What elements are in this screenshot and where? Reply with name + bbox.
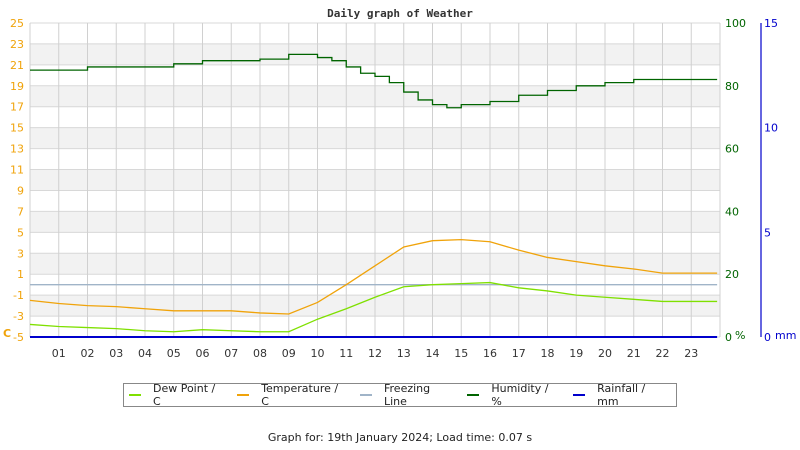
- temperature-tick: 15: [10, 122, 24, 135]
- temperature-tick: 25: [10, 17, 24, 30]
- rainfall-swatch: [573, 394, 586, 396]
- hour-tick: 04: [138, 347, 152, 360]
- hour-tick: 03: [109, 347, 123, 360]
- hour-tick: 19: [569, 347, 583, 360]
- hour-tick: 18: [541, 347, 555, 360]
- chart-title: Daily graph of Weather: [327, 7, 473, 20]
- rainfall-tick: 15: [764, 17, 778, 30]
- humidity-line: [30, 53, 718, 109]
- temperature-tick: 19: [10, 80, 24, 93]
- humidity-tick: 100: [725, 17, 746, 30]
- humidity-swatch: [467, 394, 480, 396]
- rainfall-tick: 0: [764, 331, 771, 344]
- legend-label: Temperature / C: [261, 382, 339, 408]
- hour-tick: 10: [311, 347, 325, 360]
- hour-tick: 08: [253, 347, 267, 360]
- hour-tick: 07: [224, 347, 238, 360]
- legend-item-humidity: Humidity / %: [467, 382, 562, 408]
- humidity-axis-unit: %: [735, 329, 745, 342]
- hour-tick: 17: [512, 347, 526, 360]
- legend-label: Dew Point / C: [152, 382, 216, 408]
- dew-point-c-line: [29, 281, 718, 333]
- temperature-tick: 21: [10, 59, 24, 72]
- freezing-line-swatch: [360, 394, 372, 396]
- hour-tick: 05: [167, 347, 181, 360]
- humidity-tick: 40: [725, 205, 739, 218]
- hour-tick: 02: [81, 347, 95, 360]
- temperature-tick: -3: [13, 310, 24, 323]
- humidity-tick: 80: [725, 80, 739, 93]
- rainfall-tick: 10: [764, 122, 778, 135]
- temperature-tick: 13: [10, 143, 24, 156]
- temperature-swatch: [237, 394, 250, 396]
- hour-tick: 22: [656, 347, 670, 360]
- temperature-tick: -1: [13, 289, 24, 302]
- legend-label: Humidity / %: [491, 382, 549, 408]
- hour-tick: 11: [339, 347, 353, 360]
- humidity-tick: 60: [725, 143, 739, 156]
- legend-item-temperature: Temperature / C: [237, 382, 349, 408]
- temperature-axis-unit: C: [3, 327, 11, 340]
- temperature-tick: 5: [17, 226, 24, 239]
- hour-tick: 20: [598, 347, 612, 360]
- hour-tick: 13: [397, 347, 411, 360]
- legend-item-dew-point: Dew Point / C: [129, 382, 226, 408]
- legend-item-rainfall: Rainfall / mm: [573, 382, 670, 408]
- legend-item-freezing-line: Freezing Line: [360, 382, 456, 408]
- dew-point-swatch: [129, 394, 141, 396]
- hour-tick: 01: [52, 347, 66, 360]
- hour-tick: 16: [483, 347, 497, 360]
- temperature-tick: 11: [10, 164, 24, 177]
- legend-label: Freezing Line: [384, 382, 431, 408]
- hour-tick: 14: [426, 347, 440, 360]
- humidity-tick: 0: [725, 331, 732, 344]
- temperature-tick: 17: [10, 101, 24, 114]
- data-series: [29, 53, 718, 338]
- rainfall-axis-unit: mm: [775, 329, 796, 342]
- temperature-tick: 1: [17, 268, 24, 281]
- hour-axis-ticks: 01 02 03 04 05 06 07 08 09 10 11 12 13 14 15 16 17 18 19 20…: [52, 347, 699, 360]
- hour-tick: 09: [282, 347, 296, 360]
- rainfall-axis-ticks: 15 10 5 0: [764, 17, 778, 344]
- temperature-c-line: [29, 239, 718, 315]
- rainfall-tick: 5: [764, 226, 771, 239]
- hour-tick: 12: [368, 347, 382, 360]
- hour-tick: 21: [627, 347, 641, 360]
- temperature-tick: -5: [13, 331, 24, 344]
- temperature-axis-ticks: 25 23 21 19 17 15 13 11 9 7 5 3 1 -1 -3 -5: [10, 17, 24, 344]
- temperature-tick: 23: [10, 38, 24, 51]
- hour-tick: 23: [684, 347, 698, 360]
- temperature-tick: 7: [17, 205, 24, 218]
- hour-tick: 06: [196, 347, 210, 360]
- humidity-axis-ticks: 100 80 60 40 20 0: [725, 17, 746, 344]
- temperature-tick: 9: [17, 184, 24, 197]
- chart-legend: Dew Point / C Temperature / C Freezing L…: [123, 382, 677, 408]
- graph-footer: Graph for: 19th January 2024; Load time:…: [267, 431, 533, 444]
- legend-label: Rainfall / mm: [597, 382, 646, 408]
- humidity-tick: 20: [725, 268, 739, 281]
- temperature-tick: 3: [17, 247, 24, 260]
- hour-tick: 15: [454, 347, 468, 360]
